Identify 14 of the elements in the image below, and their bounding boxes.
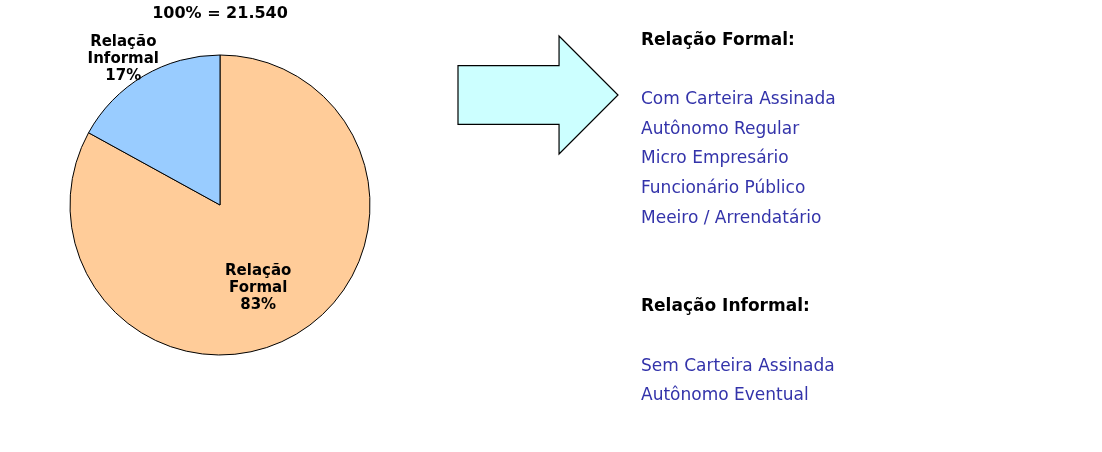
text: Autônomo Regular (641, 117, 800, 138)
data-label: 83% (240, 294, 277, 313)
text: Micro Empresário (641, 147, 789, 168)
slice-label: Relação Formal (225, 260, 292, 296)
chart-title: 100% = 21.540 (152, 3, 288, 22)
text: Funcionário Público (641, 176, 806, 197)
text: Relação Informal: (641, 295, 810, 316)
text: Autônomo Eventual (641, 384, 809, 405)
text: Meeiro / Arrendatário (641, 206, 822, 227)
slice-label: Relação Informal (87, 32, 159, 68)
data-label: 17% (105, 66, 142, 85)
text: Sem Carteira Assinada (641, 354, 835, 375)
text: Com Carteira Assinada (641, 88, 836, 109)
text: Relação Formal: (641, 28, 795, 49)
